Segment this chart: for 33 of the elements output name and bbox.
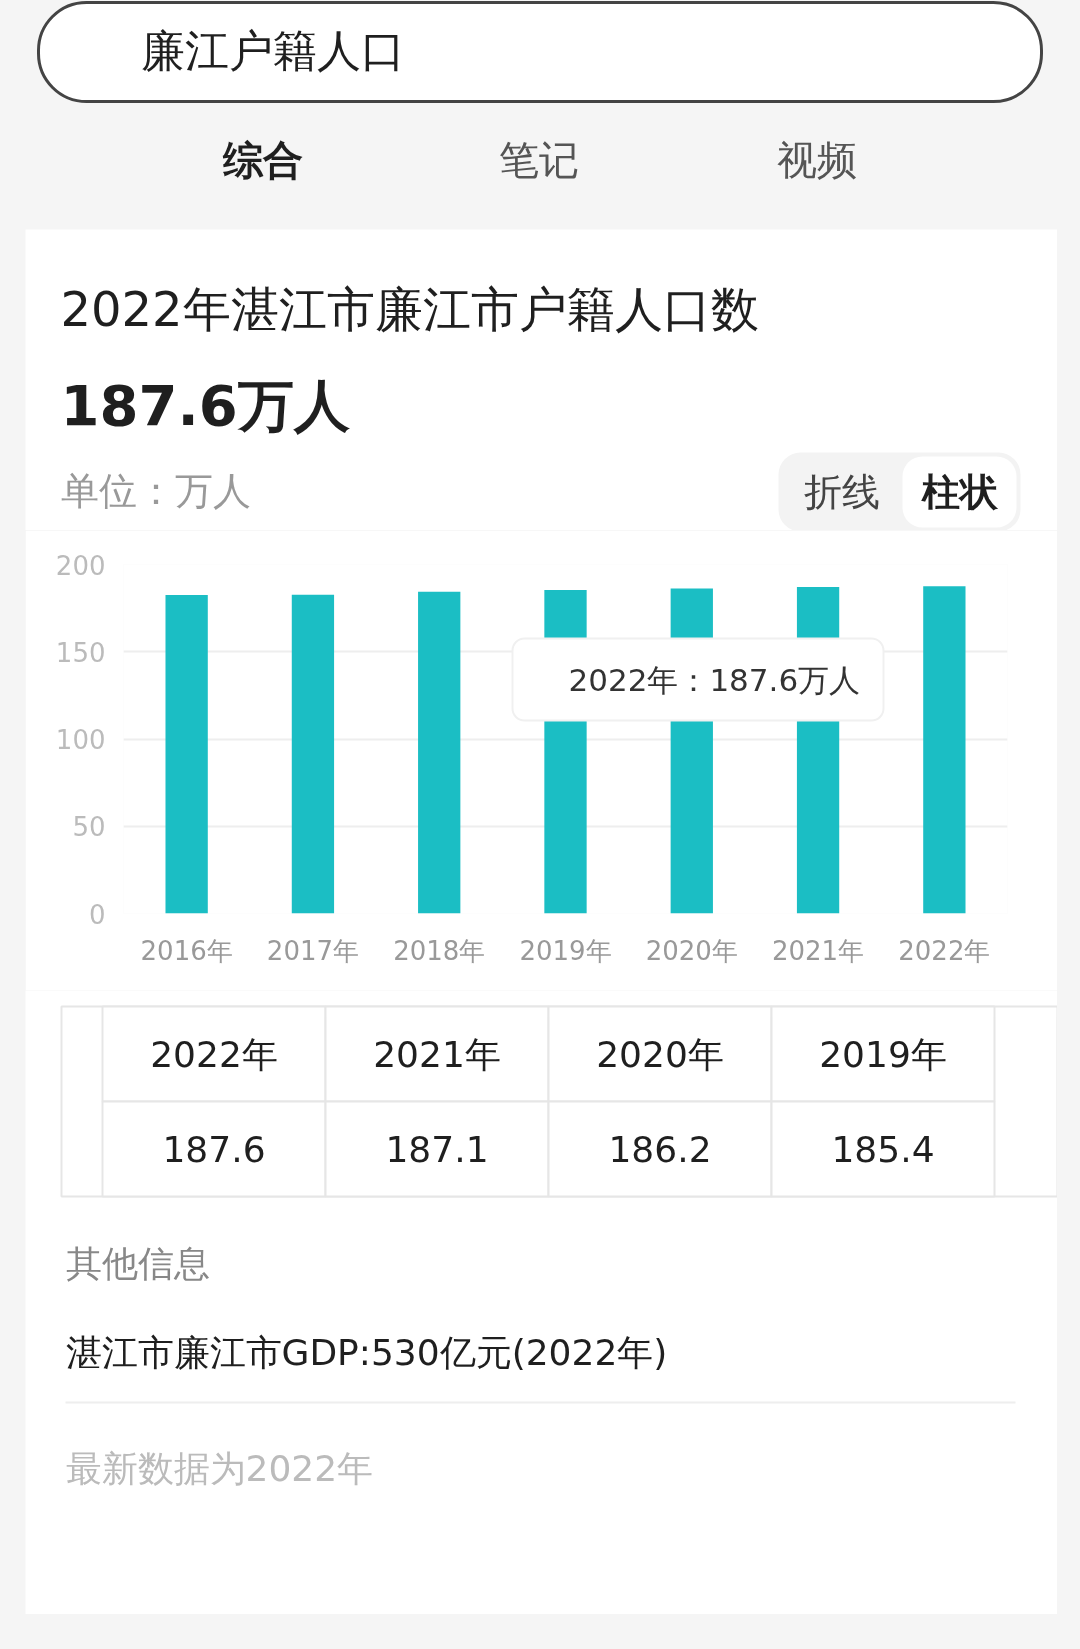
chart-subtitle: 187.6万人	[60, 373, 350, 438]
text: 最新数据为2022年	[65, 1448, 374, 1489]
y-axis-title: 单位：万人	[60, 468, 251, 513]
text: 187.1	[385, 1129, 489, 1170]
x-tick-label: 2017年	[266, 935, 360, 966]
x-tick-label: 2022年	[898, 935, 991, 966]
text: 186.2	[608, 1129, 712, 1170]
text: 笔记	[498, 136, 579, 183]
text: 其他信息	[65, 1243, 210, 1284]
x-tick-label: 2016年	[140, 935, 233, 966]
text: 2020年	[596, 1033, 724, 1075]
y-tick-label: 200	[55, 550, 106, 581]
text: 湛江市廉江市GDP:530亿元(2022年)	[65, 1332, 668, 1373]
x-tick-label: 2018年	[393, 935, 486, 966]
text: 2019年	[819, 1033, 947, 1075]
text: 185.4	[831, 1129, 935, 1170]
y-tick-label: 50	[72, 812, 106, 843]
y-tick-label: 0	[88, 899, 106, 930]
x-tick-label: 2021年	[771, 935, 865, 966]
text: 综合	[221, 136, 303, 183]
chart-title: 2022年湛江市廉江市户籍人口数	[60, 280, 759, 337]
text: 柱状	[920, 469, 999, 514]
text: 折线	[803, 469, 880, 514]
text: 廉江户籍人口	[140, 25, 405, 76]
text: 视频	[776, 136, 857, 183]
x-tick-label: 2019年	[519, 935, 612, 966]
text: 2021年	[373, 1033, 501, 1075]
y-tick-label: 150	[55, 637, 106, 668]
annotation: 2022年：187.6万人	[568, 661, 861, 698]
text: 2022年	[150, 1033, 278, 1075]
x-tick-label: 2020年	[645, 935, 738, 966]
text: 187.6	[162, 1129, 266, 1170]
y-tick-label: 100	[55, 725, 106, 755]
